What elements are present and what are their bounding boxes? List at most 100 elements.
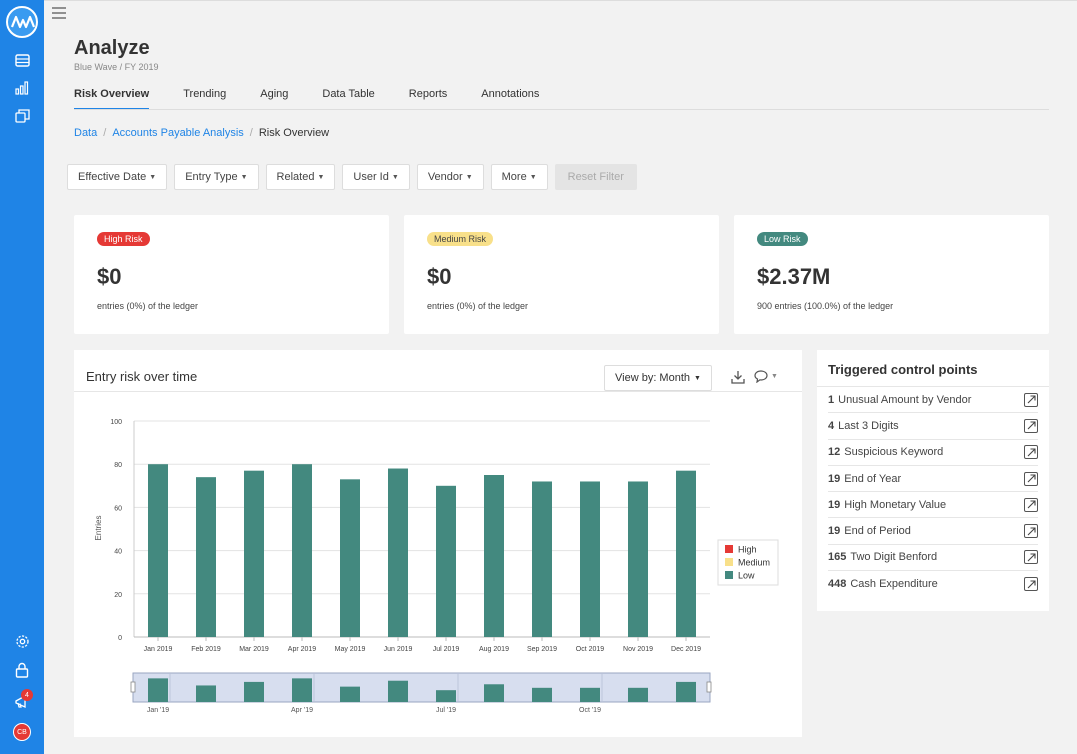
control-point-count: 12 (828, 446, 841, 459)
comment-icon[interactable]: ▼ (754, 370, 778, 383)
control-point-row[interactable]: 19 High Monetary Value (828, 492, 1038, 519)
settings-gear-icon[interactable] (12, 631, 32, 651)
open-external-icon[interactable] (1024, 471, 1038, 486)
bar-dec-2019[interactable] (676, 470, 696, 637)
user-avatar[interactable]: CB (13, 723, 31, 741)
bar-jul-2019[interactable] (436, 485, 456, 637)
control-point-row[interactable]: 1 Unusual Amount by Vendor (828, 387, 1038, 414)
medium-risk-amount: $0 (427, 264, 452, 289)
y-axis-label: Entries (94, 516, 103, 541)
bar-mar-2019[interactable] (244, 470, 264, 637)
navigator-label: Apr '19 (291, 707, 313, 714)
range-navigator[interactable]: Jan '19 Apr '19 Jul '19 Oct '19 (130, 672, 712, 714)
page-subtitle: Blue Wave / FY 2019 (74, 62, 159, 72)
open-external-icon[interactable] (1024, 577, 1038, 592)
reset-filter-button[interactable]: Reset Filter (554, 164, 637, 190)
control-point-count: 19 (828, 525, 841, 538)
y-tick-label: 0 (118, 635, 122, 642)
open-external-icon[interactable] (1024, 418, 1038, 433)
related-filter[interactable]: Related ▼ (265, 164, 336, 190)
entry-type-filter[interactable]: Entry Type ▼ (174, 164, 259, 190)
vendor-filter[interactable]: Vendor ▼ (416, 164, 484, 190)
control-point-label: End of Period (844, 525, 911, 538)
control-point-text: 19 End of Year (828, 473, 901, 485)
open-external-icon[interactable] (1024, 524, 1038, 539)
tab-trending[interactable]: Trending (183, 88, 227, 100)
legend-label-high[interactable]: High (738, 545, 757, 555)
navigator-bar (148, 678, 168, 702)
control-points-list: 1 Unusual Amount by Vendor 4 Last 3 Digits… (828, 387, 1038, 597)
low-risk-amount: $2.37M (757, 264, 831, 289)
control-point-text: 19 High Monetary Value (828, 499, 946, 511)
control-point-count: 19 (828, 472, 841, 485)
tab-data-table[interactable]: Data Table (322, 88, 375, 100)
table-icon[interactable] (12, 50, 32, 70)
view-by-dropdown[interactable]: View by: Month ▼ (604, 365, 712, 391)
filter-label: Entry Type (185, 171, 238, 183)
high-risk-detail: entries (0%) of the ledger (97, 301, 199, 311)
bar-apr-2019[interactable] (292, 464, 312, 637)
x-tick-label: Oct 2019 (576, 646, 605, 653)
open-external-icon[interactable] (1024, 392, 1038, 407)
control-point-count: 448 (828, 578, 847, 591)
bar-chart-icon[interactable] (12, 78, 32, 98)
entry-risk-chart-panel: Entry risk over time View by: Month ▼ ▼ 0… (74, 350, 802, 737)
open-external-icon[interactable] (1024, 445, 1038, 460)
legend-swatch-high (725, 545, 733, 553)
filter-label: Related (276, 171, 315, 183)
x-tick-label: Jul 2019 (433, 646, 460, 653)
control-point-row[interactable]: 448 Cash Expenditure (828, 571, 1038, 597)
more-filter[interactable]: More ▼ (490, 164, 548, 190)
windows-icon[interactable] (12, 106, 32, 126)
bar-feb-2019[interactable] (196, 477, 216, 637)
bar-jan-2019[interactable] (148, 464, 168, 637)
control-point-row[interactable]: 19 End of Year (828, 466, 1038, 493)
navigator-bar (292, 678, 312, 702)
control-point-text: 1 Unusual Amount by Vendor (828, 394, 971, 406)
control-point-label: End of Year (844, 472, 902, 485)
control-point-row[interactable]: 19 End of Period (828, 518, 1038, 545)
caret-down-icon: ▼ (529, 173, 537, 181)
chart-panel-title: Entry risk over time (86, 369, 198, 384)
legend-label-medium[interactable]: Medium (738, 558, 770, 568)
tab-aging[interactable]: Aging (260, 88, 289, 100)
user-id-filter[interactable]: User Id ▼ (342, 164, 410, 190)
medium-risk-badge: Medium Risk (427, 232, 494, 246)
navigator-left-handle[interactable] (130, 681, 136, 693)
effective-date-filter[interactable]: Effective Date ▼ (67, 164, 168, 190)
open-external-icon[interactable] (1024, 497, 1038, 512)
breadcrumb-data[interactable]: Data (74, 127, 98, 139)
control-point-count: 1 (828, 393, 835, 406)
download-icon[interactable] (731, 370, 745, 389)
low-risk-card: Low Risk $2.37M 900 entries (100.0%) of … (734, 215, 1049, 334)
navigator-label: Jul '19 (436, 707, 456, 714)
bar-sep-2019[interactable] (532, 481, 552, 637)
breadcrumb-accounts-payable[interactable]: Accounts Payable Analysis (112, 127, 244, 139)
navigator-label: Oct '19 (579, 707, 601, 714)
bar-aug-2019[interactable] (484, 475, 504, 637)
bar-jun-2019[interactable] (388, 468, 408, 637)
tab-risk-overview[interactable]: Risk Overview (74, 88, 150, 110)
page-title: Analyze (74, 37, 150, 59)
open-external-icon[interactable] (1024, 550, 1038, 565)
x-tick-label: Mar 2019 (239, 646, 269, 653)
app-logo[interactable] (6, 6, 38, 38)
control-point-row[interactable]: 12 Suspicious Keyword (828, 440, 1038, 466)
lock-icon[interactable] (12, 660, 32, 680)
x-tick-label: Jun 2019 (384, 646, 413, 653)
bar-may-2019[interactable] (340, 479, 360, 637)
control-point-label: High Monetary Value (844, 498, 947, 511)
legend-label-low[interactable]: Low (738, 571, 755, 581)
navigator-right-handle[interactable] (706, 681, 712, 693)
low-risk-detail: 900 entries (100.0%) of the ledger (757, 301, 894, 311)
control-point-row[interactable]: 4 Last 3 Digits (828, 413, 1038, 440)
caret-down-icon: ▼ (465, 173, 473, 181)
bar-nov-2019[interactable] (628, 481, 648, 637)
control-point-row[interactable]: 165 Two Digit Benford (828, 545, 1038, 572)
bar-oct-2019[interactable] (580, 481, 600, 637)
chart-legend: High Medium Low (717, 539, 779, 586)
caret-down-icon: ▼ (149, 173, 157, 181)
tab-reports[interactable]: Reports (408, 88, 448, 100)
menu-toggle-icon[interactable] (52, 6, 66, 24)
tab-annotations[interactable]: Annotations (481, 88, 540, 100)
